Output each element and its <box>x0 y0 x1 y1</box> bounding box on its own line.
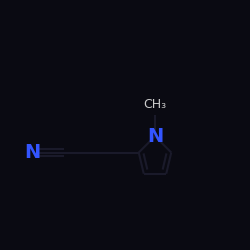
Text: N: N <box>147 127 163 146</box>
Text: N: N <box>24 143 40 162</box>
Text: CH₃: CH₃ <box>144 98 167 110</box>
